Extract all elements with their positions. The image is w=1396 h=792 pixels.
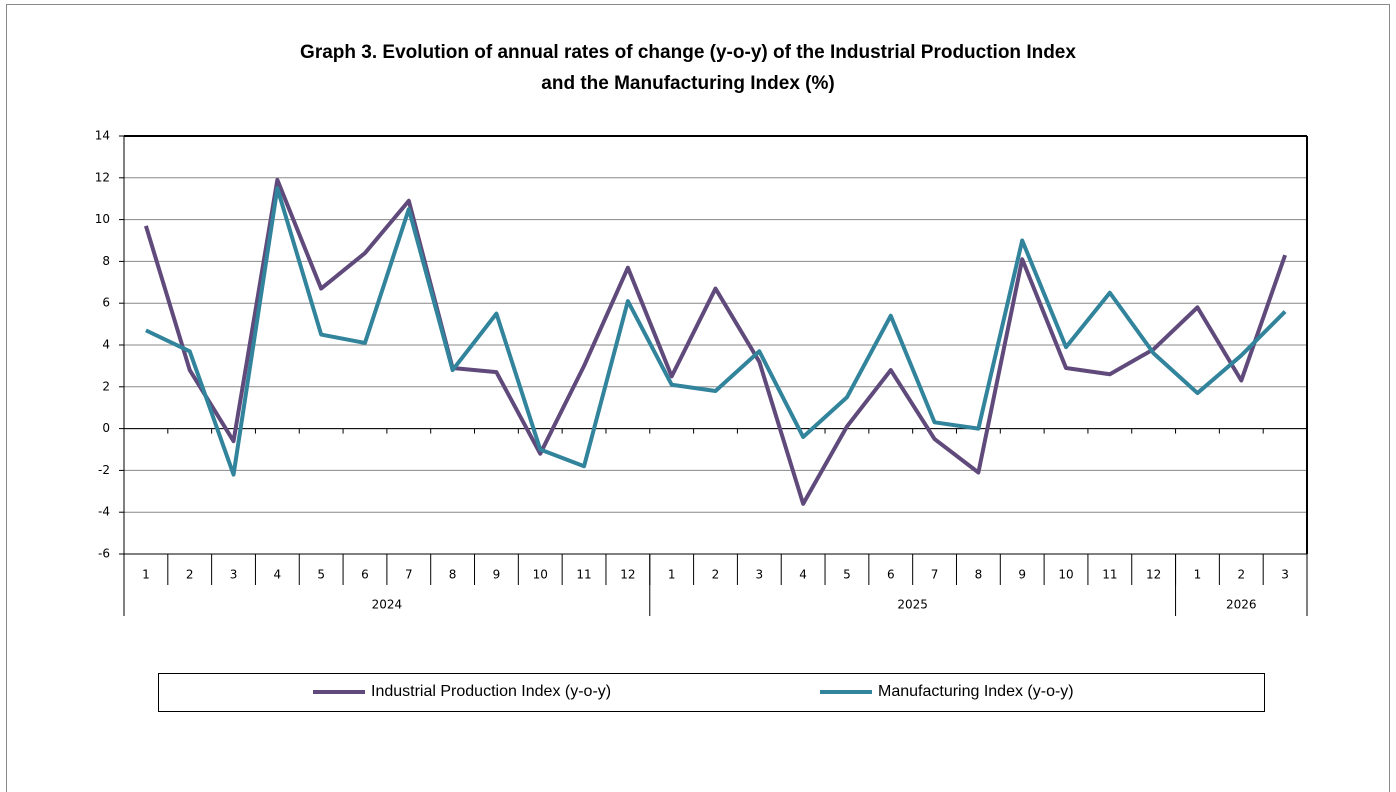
x-tick-label: 5 [843,568,851,582]
y-tick-label: 0 [102,421,110,435]
y-tick-label: 8 [102,254,110,268]
x-tick-label: 10 [1058,568,1073,582]
y-tick-label: -2 [98,463,110,477]
x-tick-label: 12 [620,568,635,582]
series-line [145,186,1287,477]
y-tick-label: -4 [98,505,110,519]
x-tick-label: 6 [887,568,895,582]
series-line [143,177,1287,506]
x-tick-label: 7 [405,568,413,582]
x-tick-label: 7 [931,568,939,582]
y-tick-label: 10 [95,212,110,226]
x-tick-label: 3 [1281,568,1289,582]
x-tick-label: 8 [449,568,457,582]
x-tick-label: 1 [1194,568,1202,582]
x-tick-label: 4 [799,568,807,582]
x-tick-label: 10 [533,568,548,582]
chart-title: and the Manufacturing Index (%) [541,73,834,94]
y-tick-label: 4 [102,338,110,352]
x-tick-label: 4 [274,568,282,582]
y-tick-label: -6 [98,547,110,561]
x-tick-label: 6 [361,568,369,582]
legend-label: Manufacturing Index (y-o-y) [878,683,1074,700]
y-tick-label: 14 [95,129,110,143]
y-tick-label: 2 [102,379,110,393]
x-tick-label: 2 [186,568,194,582]
y-tick-label: 12 [95,170,110,184]
x-tick-label: 3 [755,568,763,582]
x-tick-label: 2 [712,568,720,582]
group-label: 2024 [372,598,403,612]
chart-title: Graph 3. Evolution of annual rates of ch… [300,42,1076,63]
x-tick-label: 11 [576,568,591,582]
x-tick-label: 1 [668,568,676,582]
x-tick-label: 3 [230,568,238,582]
x-tick-label: 12 [1146,568,1161,582]
group-label: 2025 [897,598,928,612]
x-tick-label: 11 [1102,568,1117,582]
x-tick-label: 1 [142,568,150,582]
x-tick-label: 5 [317,568,325,582]
group-label: 2026 [1226,598,1257,612]
x-tick-label: 9 [1018,568,1026,582]
x-tick-label: 9 [493,568,501,582]
legend-label: Industrial Production Index (y-o-y) [371,683,611,700]
x-tick-label: 2 [1237,568,1245,582]
y-tick-label: 6 [102,296,110,310]
x-tick-label: 8 [975,568,983,582]
